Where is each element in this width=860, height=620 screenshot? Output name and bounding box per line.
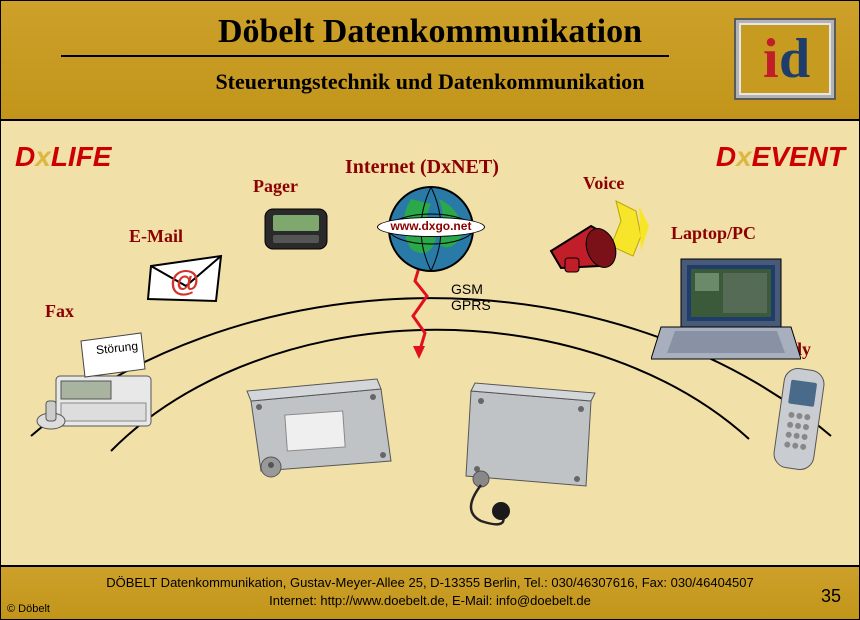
slide-title: Döbelt Datenkommunikation bbox=[1, 13, 859, 51]
fax-icon bbox=[31, 321, 161, 441]
node-label-email: E-Mail bbox=[129, 226, 183, 247]
svg-text:d: d bbox=[779, 28, 810, 90]
node-label-voice: Voice bbox=[583, 173, 624, 194]
header-bar: Döbelt Datenkommunikation Steuerungstech… bbox=[1, 1, 859, 121]
gsm-line1: GSM bbox=[451, 281, 491, 297]
email-icon: @ bbox=[146, 251, 226, 311]
svg-text:@: @ bbox=[170, 265, 199, 298]
laptop-icon bbox=[651, 249, 801, 369]
diagram-area: DxLIFE DxEVENT Fax E-Mail Pager Internet… bbox=[1, 121, 859, 565]
gsm-line2: GPRS bbox=[451, 297, 491, 313]
footer-bar: DÖBELT Datenkommunikation, Gustav-Meyer-… bbox=[1, 565, 859, 619]
slide-number: 35 bbox=[821, 586, 841, 607]
dxgo-url-ribbon: www.dxgo.net bbox=[377, 217, 485, 237]
phone-icon bbox=[769, 361, 829, 481]
svg-text:i: i bbox=[763, 28, 779, 90]
slide: Döbelt Datenkommunikation Steuerungstech… bbox=[0, 0, 860, 620]
node-label-pager: Pager bbox=[253, 176, 298, 197]
title-underline bbox=[61, 55, 669, 57]
footer-line2: Internet: http://www.doebelt.de, E-Mail:… bbox=[1, 593, 859, 608]
device-right-icon bbox=[431, 371, 631, 541]
node-label-laptop: Laptop/PC bbox=[671, 223, 756, 244]
gsm-label: GSM GPRS bbox=[451, 281, 491, 313]
node-label-internet: Internet (DxNET) bbox=[345, 156, 499, 179]
company-logo-icon: i d bbox=[733, 15, 841, 105]
device-left-icon bbox=[231, 371, 411, 501]
copyright-text: © Döbelt bbox=[7, 603, 50, 615]
pager-icon bbox=[261, 201, 331, 256]
slide-subtitle: Steuerungstechnik und Datenkommunikation bbox=[1, 69, 859, 95]
footer-line1: DÖBELT Datenkommunikation, Gustav-Meyer-… bbox=[1, 575, 859, 590]
node-label-fax: Fax bbox=[45, 301, 74, 322]
megaphone-icon bbox=[541, 196, 651, 286]
